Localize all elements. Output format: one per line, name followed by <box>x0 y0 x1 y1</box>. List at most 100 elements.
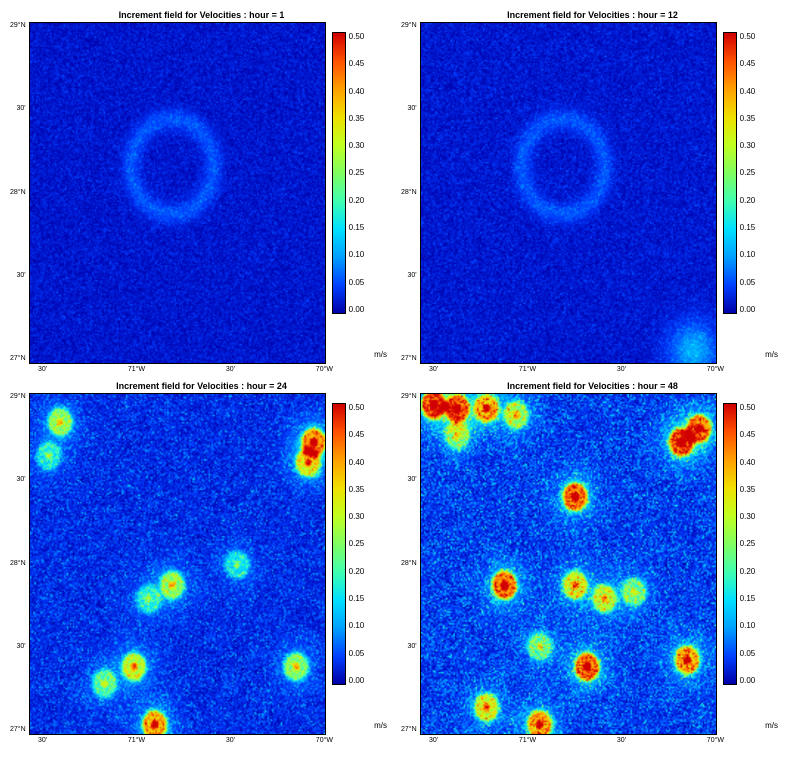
chart-title: Increment field for Velocities : hour = … <box>10 381 393 391</box>
y-tick: 30' <box>408 643 417 650</box>
colorbar: 0.500.450.400.350.300.250.200.150.100.05… <box>332 393 365 733</box>
colorbar-tick: 0.40 <box>349 87 365 96</box>
colorbar-tick: 0.15 <box>740 223 756 232</box>
colorbar-tick: 0.45 <box>740 430 756 439</box>
colorbar-tick: 0.30 <box>740 141 756 150</box>
colorbar-tick: 0.10 <box>740 621 756 630</box>
heatmap-canvas <box>421 23 716 363</box>
colorbar-tick: 0.30 <box>349 512 365 521</box>
x-tick: 70°W <box>316 366 333 373</box>
y-tick: 28°N <box>401 560 417 567</box>
colorbar-tick: 0.15 <box>740 594 756 603</box>
colorbar-tick: 0.40 <box>740 458 756 467</box>
chart-title: Increment field for Velocities : hour = … <box>10 10 393 20</box>
heatmap <box>420 22 717 364</box>
colorbar-tick: 0.25 <box>349 539 365 548</box>
x-axis: 30'71°W30'70°W <box>429 364 724 373</box>
x-tick: 30' <box>38 366 47 373</box>
colorbar-tick: 0.30 <box>349 141 365 150</box>
colorbar-tick: 0.10 <box>349 621 365 630</box>
colorbar-unit: m/s <box>374 721 387 730</box>
x-tick: 70°W <box>707 737 724 744</box>
chart-panel: Increment field for Velocities : hour = … <box>401 381 784 744</box>
y-tick: 29°N <box>401 393 417 400</box>
heatmap-canvas <box>421 394 716 734</box>
colorbar-tick: 0.20 <box>349 196 365 205</box>
x-tick: 71°W <box>519 737 536 744</box>
x-tick: 70°W <box>316 737 333 744</box>
colorbar-tick: 0.35 <box>349 114 365 123</box>
chart-panel: Increment field for Velocities : hour = … <box>401 10 784 373</box>
colorbar-gradient <box>723 32 737 314</box>
colorbar-tick: 0.50 <box>349 32 365 41</box>
colorbar-tick: 0.35 <box>740 485 756 494</box>
y-tick: 28°N <box>10 189 26 196</box>
x-tick: 30' <box>429 737 438 744</box>
chart-title: Increment field for Velocities : hour = … <box>401 10 784 20</box>
colorbar-ticks: 0.500.450.400.350.300.250.200.150.100.05… <box>346 32 365 314</box>
x-tick: 30' <box>617 366 626 373</box>
y-tick: 27°N <box>10 726 26 733</box>
colorbar-unit: m/s <box>374 350 387 359</box>
y-tick: 27°N <box>401 726 417 733</box>
y-tick: 30' <box>408 272 417 279</box>
y-tick: 28°N <box>10 560 26 567</box>
colorbar-unit: m/s <box>765 721 778 730</box>
colorbar-tick: 0.40 <box>740 87 756 96</box>
colorbar-tick: 0.25 <box>349 168 365 177</box>
colorbar-unit: m/s <box>765 350 778 359</box>
colorbar-ticks: 0.500.450.400.350.300.250.200.150.100.05… <box>737 32 756 314</box>
colorbar-tick: 0.20 <box>349 567 365 576</box>
y-axis: 29°N30'28°N30'27°N <box>401 393 420 733</box>
y-tick: 29°N <box>10 22 26 29</box>
y-tick: 30' <box>17 272 26 279</box>
x-tick: 71°W <box>128 366 145 373</box>
colorbar-tick: 0.00 <box>349 676 365 685</box>
heatmap-canvas <box>30 23 325 363</box>
x-tick: 30' <box>38 737 47 744</box>
y-axis: 29°N 30' 28°N 30' 27°N <box>401 22 420 362</box>
colorbar-tick: 0.00 <box>740 676 756 685</box>
colorbar-tick: 0.50 <box>740 403 756 412</box>
colorbar-tick: 0.50 <box>349 403 365 412</box>
colorbar-gradient <box>723 403 737 685</box>
colorbar-tick: 0.10 <box>740 250 756 259</box>
colorbar-tick: 0.05 <box>740 649 756 658</box>
colorbar-tick: 0.15 <box>349 594 365 603</box>
x-tick: 70°W <box>707 366 724 373</box>
colorbar-tick: 0.05 <box>349 649 365 658</box>
colorbar-gradient <box>332 32 346 314</box>
colorbar: 0.500.450.400.350.300.250.200.150.100.05… <box>723 22 756 362</box>
colorbar-tick: 0.00 <box>740 305 756 314</box>
y-tick: 30' <box>17 105 26 112</box>
colorbar-tick: 0.35 <box>349 485 365 494</box>
y-tick: 29°N <box>10 393 26 400</box>
y-tick: 27°N <box>401 355 417 362</box>
chart-title: Increment field for Velocities : hour = … <box>401 381 784 391</box>
colorbar-tick: 0.05 <box>349 278 365 287</box>
y-tick: 27°N <box>10 355 26 362</box>
x-tick: 30' <box>226 737 235 744</box>
colorbar-tick: 0.20 <box>740 567 756 576</box>
chart-panel: Increment field for Velocities : hour = … <box>10 381 393 744</box>
x-tick: 30' <box>429 366 438 373</box>
colorbar-tick: 0.50 <box>740 32 756 41</box>
heatmap <box>29 393 326 735</box>
x-tick: 30' <box>617 737 626 744</box>
colorbar-ticks: 0.500.450.400.350.300.250.200.150.100.05… <box>737 403 756 685</box>
y-tick: 30' <box>17 643 26 650</box>
colorbar-tick: 0.45 <box>740 59 756 68</box>
colorbar-tick: 0.00 <box>349 305 365 314</box>
y-axis: 29°N 30' 28°N 30' 27°N <box>10 22 29 362</box>
colorbar-ticks: 0.500.450.400.350.300.250.200.150.100.05… <box>346 403 365 685</box>
x-axis: 30'71°W30'70°W <box>38 364 333 373</box>
y-tick: 30' <box>17 476 26 483</box>
heatmap <box>420 393 717 735</box>
colorbar-tick: 0.30 <box>740 512 756 521</box>
y-tick: 29°N <box>401 22 417 29</box>
colorbar: 0.500.450.400.350.300.250.200.150.100.05… <box>332 22 365 362</box>
x-axis: 30' 71°W 30' 70°W <box>429 735 724 744</box>
colorbar-tick: 0.25 <box>740 168 756 177</box>
y-tick: 30' <box>408 105 417 112</box>
y-tick: 28°N <box>401 189 417 196</box>
